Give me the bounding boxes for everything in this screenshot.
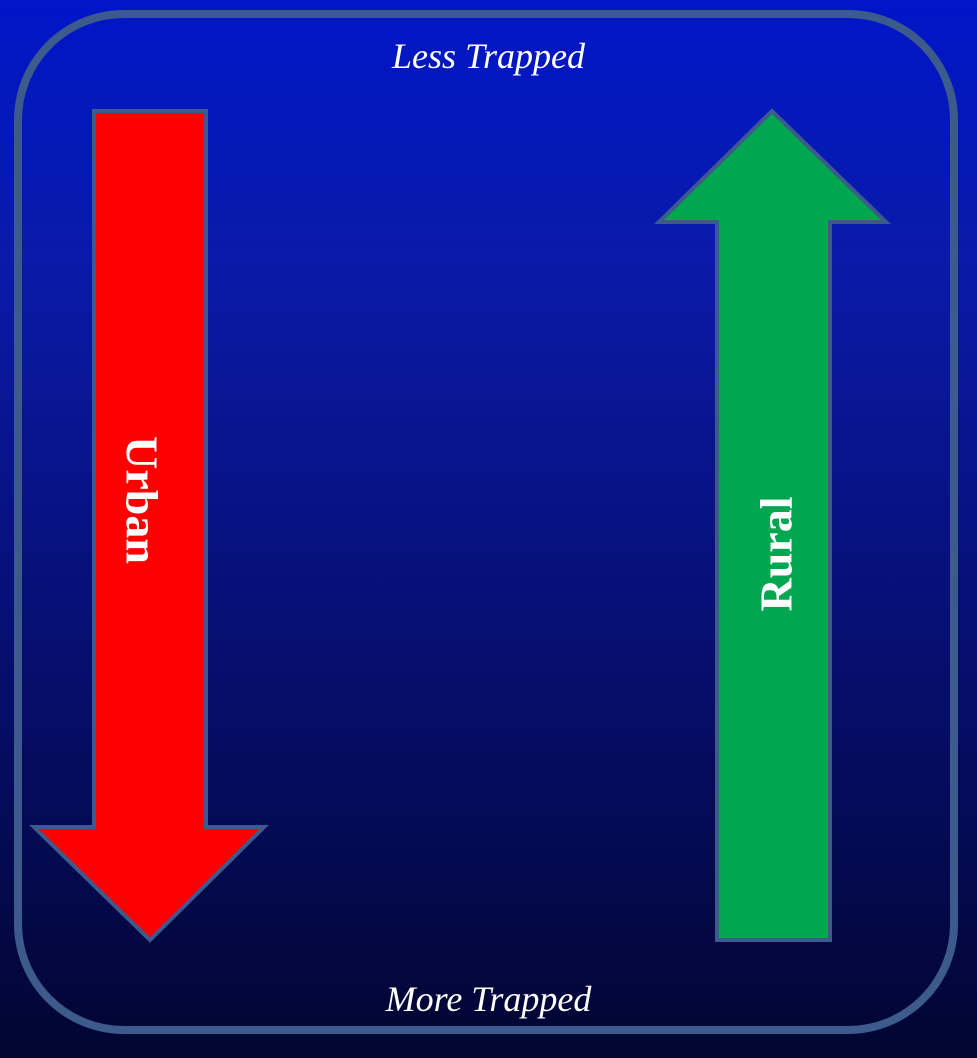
bottom-label: More Trapped [385, 979, 592, 1019]
rounded-frame [14, 10, 958, 1034]
rural-arrow: Rural [654, 108, 891, 942]
rural-arrow-shape [654, 108, 891, 942]
urban-arrow-label: Urban [117, 436, 168, 564]
urban-arrow-shape [29, 109, 269, 943]
urban-arrow: Urban [29, 109, 269, 943]
top-label: Less Trapped [391, 36, 586, 76]
rural-arrow-label: Rural [751, 497, 802, 612]
